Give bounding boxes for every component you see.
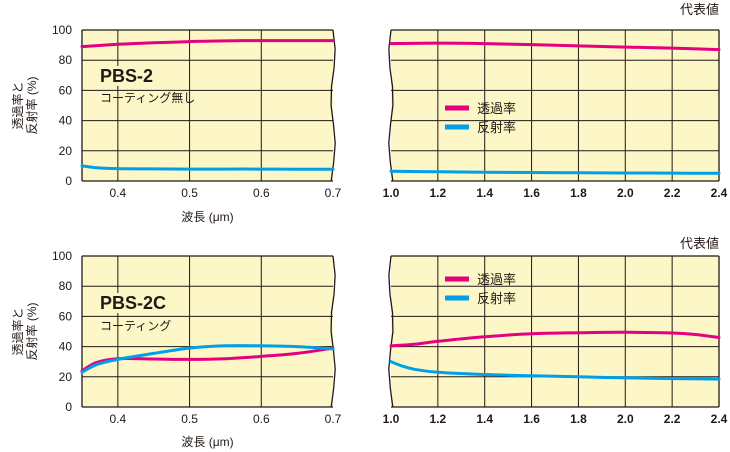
- x-tick-label: 0.6: [253, 186, 270, 200]
- reflectance-line: [80, 344, 335, 374]
- x-tick-label: 2.4: [711, 186, 728, 200]
- x-tick-label: 1.4: [476, 186, 493, 200]
- y-tick-label: 40: [59, 114, 73, 128]
- label-background: [98, 293, 170, 313]
- x-axis-title: 波長 (μm): [181, 435, 233, 449]
- y-axis-title: 反射率 (%): [24, 302, 39, 360]
- chart-panel-visible: [80, 255, 336, 408]
- label-background: [98, 66, 170, 86]
- plot-background: [391, 30, 719, 181]
- y-tick-label: 100: [52, 249, 72, 263]
- chart-panel-visible: [80, 29, 336, 182]
- y-axis-title: 透過率と: [10, 307, 25, 355]
- legend-label-transmittance: 透過率: [477, 101, 516, 116]
- axis-break-edge: [330, 255, 336, 408]
- product-name: PBS-2C: [100, 293, 166, 313]
- coating-label: コーティング: [100, 319, 171, 333]
- axis-break-edge: [330, 29, 336, 182]
- x-tick-label: 1.6: [523, 412, 540, 426]
- y-axis-title: 反射率 (%): [24, 76, 39, 134]
- x-tick-label: 0.4: [110, 412, 127, 426]
- x-tick-label: 0.5: [181, 412, 198, 426]
- header-label: 代表値: [680, 2, 719, 17]
- x-tick-label: 0.7: [325, 412, 342, 426]
- transmittance-line: [80, 346, 335, 373]
- y-tick-label: 20: [59, 370, 73, 384]
- x-tick-label: 1.0: [383, 412, 400, 426]
- y-tick-label: 0: [65, 174, 72, 188]
- reflectance-line: [389, 360, 721, 381]
- x-tick-label: 0.7: [325, 186, 342, 200]
- x-tick-label: 0.6: [253, 412, 270, 426]
- x-axis-title: 波長 (μm): [181, 210, 233, 224]
- y-tick-label: 60: [59, 309, 73, 323]
- x-tick-label: 1.8: [570, 186, 587, 200]
- y-tick-label: 20: [59, 144, 73, 158]
- x-tick-label: 0.4: [110, 186, 127, 200]
- axis-break-edge: [388, 29, 394, 182]
- x-tick-label: 1.0: [383, 186, 400, 200]
- reflectance-line: [80, 164, 335, 171]
- legend-label-transmittance: 透過率: [477, 272, 516, 287]
- x-tick-label: 2.0: [617, 412, 634, 426]
- x-tick-label: 2.4: [711, 412, 728, 426]
- reflectance-line: [389, 169, 721, 175]
- y-axis-title: 透過率と: [10, 81, 25, 129]
- y-tick-label: 80: [59, 279, 73, 293]
- x-tick-label: 1.8: [570, 412, 587, 426]
- coating-label: コーティング無し: [100, 90, 195, 105]
- x-tick-label: 1.6: [523, 186, 540, 200]
- plot-background: [82, 30, 333, 181]
- plot-background: [82, 256, 333, 407]
- y-tick-label: 80: [59, 53, 73, 67]
- x-tick-label: 0.5: [181, 186, 198, 200]
- product-name: PBS-2: [100, 66, 153, 86]
- axis-break-edge: [388, 255, 394, 408]
- x-tick-label: 1.4: [476, 412, 493, 426]
- legend-label-reflectance: 反射率: [477, 120, 516, 135]
- header-label: 代表値: [680, 236, 719, 251]
- y-tick-label: 100: [52, 23, 72, 37]
- transmittance-line: [80, 39, 335, 49]
- transmittance-line: [389, 41, 721, 52]
- x-tick-label: 2.2: [664, 186, 681, 200]
- chart-panel-infrared: [388, 255, 721, 408]
- transmittance-line: [389, 330, 721, 348]
- y-tick-label: 0: [65, 400, 72, 414]
- chart-panel-infrared: [388, 29, 721, 182]
- x-tick-label: 2.0: [617, 186, 634, 200]
- legend-label-reflectance: 反射率: [477, 291, 516, 306]
- x-tick-label: 1.2: [430, 412, 447, 426]
- x-tick-label: 2.2: [664, 412, 681, 426]
- x-tick-label: 1.2: [430, 186, 447, 200]
- y-tick-label: 40: [59, 340, 73, 354]
- y-tick-label: 60: [59, 83, 73, 97]
